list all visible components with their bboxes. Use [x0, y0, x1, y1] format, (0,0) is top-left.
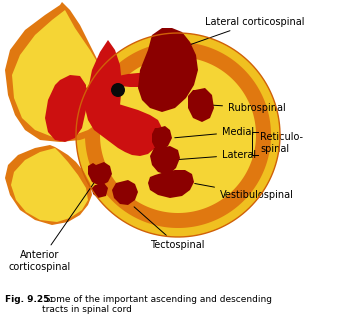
Text: Tectospinal: Tectospinal: [134, 207, 204, 250]
Text: Fig. 9.25:: Fig. 9.25:: [5, 295, 53, 304]
Polygon shape: [148, 170, 194, 198]
Polygon shape: [5, 2, 120, 142]
Polygon shape: [152, 126, 172, 150]
Polygon shape: [85, 73, 162, 92]
Polygon shape: [112, 180, 138, 205]
Polygon shape: [45, 75, 86, 142]
Text: Lateral: Lateral: [175, 150, 256, 160]
Polygon shape: [188, 88, 214, 122]
Text: Rubrospinal: Rubrospinal: [213, 103, 286, 113]
Polygon shape: [85, 87, 162, 156]
Text: Medial: Medial: [175, 127, 254, 138]
Polygon shape: [150, 146, 180, 175]
Polygon shape: [11, 148, 88, 222]
Text: Vestibulospinal: Vestibulospinal: [195, 183, 294, 200]
Text: Reticulo-
spinal: Reticulo- spinal: [260, 132, 303, 154]
Polygon shape: [88, 162, 112, 186]
Polygon shape: [85, 42, 271, 228]
Polygon shape: [100, 57, 256, 213]
Polygon shape: [12, 10, 112, 138]
Circle shape: [111, 83, 125, 97]
Polygon shape: [138, 28, 198, 112]
Polygon shape: [5, 145, 92, 225]
Polygon shape: [76, 33, 280, 237]
Polygon shape: [88, 40, 122, 130]
Text: Anterior
corticospinal: Anterior corticospinal: [9, 182, 94, 271]
Polygon shape: [92, 183, 108, 198]
Text: Lateral corticospinal: Lateral corticospinal: [178, 17, 304, 49]
Text: Some of the important ascending and descending
tracts in spinal cord: Some of the important ascending and desc…: [42, 295, 272, 314]
